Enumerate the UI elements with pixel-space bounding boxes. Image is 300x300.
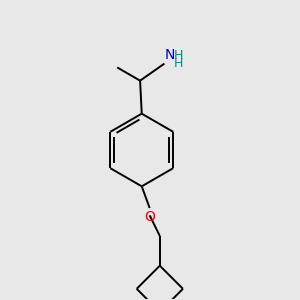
Text: N: N [164,48,175,62]
Text: O: O [144,210,155,224]
Text: H: H [174,56,183,70]
Text: H: H [174,49,183,62]
